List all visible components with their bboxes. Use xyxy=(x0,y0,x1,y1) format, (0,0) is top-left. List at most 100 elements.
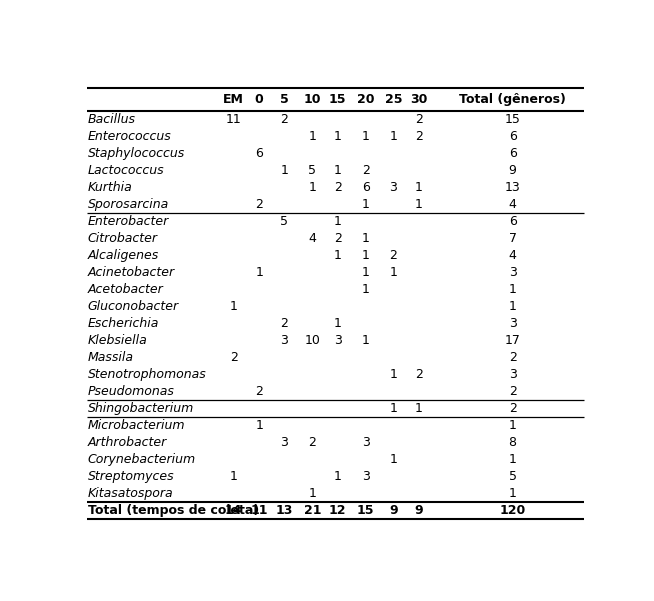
Text: 1: 1 xyxy=(334,215,341,228)
Text: 2: 2 xyxy=(281,317,288,329)
Text: 25: 25 xyxy=(385,93,402,106)
Text: Pseudomonas: Pseudomonas xyxy=(88,385,175,398)
Text: 3: 3 xyxy=(362,436,370,449)
Text: 1: 1 xyxy=(334,317,341,329)
Text: 3: 3 xyxy=(334,334,341,347)
Text: 1: 1 xyxy=(362,198,370,210)
Text: 14: 14 xyxy=(225,504,243,517)
Text: EM: EM xyxy=(224,93,244,106)
Text: 30: 30 xyxy=(410,93,428,106)
Text: 8: 8 xyxy=(509,436,517,449)
Text: 6: 6 xyxy=(509,215,517,228)
Text: 5: 5 xyxy=(309,163,317,177)
Text: Citrobacter: Citrobacter xyxy=(88,231,158,245)
Text: 5: 5 xyxy=(281,215,288,228)
Text: 1: 1 xyxy=(309,487,317,499)
Text: 1: 1 xyxy=(509,487,517,499)
Text: 10: 10 xyxy=(304,334,320,347)
Text: Enterococcus: Enterococcus xyxy=(88,130,171,142)
Text: 6: 6 xyxy=(509,130,517,142)
Text: 2: 2 xyxy=(509,350,517,364)
Text: 1: 1 xyxy=(362,249,370,261)
Text: 12: 12 xyxy=(329,504,347,517)
Text: 2: 2 xyxy=(334,231,341,245)
Text: Acinetobacter: Acinetobacter xyxy=(88,266,175,279)
Text: 15: 15 xyxy=(357,504,374,517)
Text: 1: 1 xyxy=(334,163,341,177)
Text: 4: 4 xyxy=(309,231,317,245)
Text: 2: 2 xyxy=(334,180,341,194)
Text: 9: 9 xyxy=(389,504,398,517)
Text: 6: 6 xyxy=(362,180,370,194)
Text: 3: 3 xyxy=(281,334,288,347)
Text: 1: 1 xyxy=(334,130,341,142)
Text: 1: 1 xyxy=(390,401,398,415)
Text: Kitasatospora: Kitasatospora xyxy=(88,487,173,499)
Text: 2: 2 xyxy=(230,350,238,364)
Text: 1: 1 xyxy=(362,334,370,347)
Text: 1: 1 xyxy=(362,282,370,296)
Text: 7: 7 xyxy=(509,231,517,245)
Text: Bacillus: Bacillus xyxy=(88,112,136,126)
Text: 2: 2 xyxy=(362,163,370,177)
Text: Streptomyces: Streptomyces xyxy=(88,469,175,483)
Text: 2: 2 xyxy=(509,401,517,415)
Text: 3: 3 xyxy=(362,469,370,483)
Text: Klebsiella: Klebsiella xyxy=(88,334,148,347)
Text: 4: 4 xyxy=(509,249,517,261)
Text: 2: 2 xyxy=(415,368,422,380)
Text: 3: 3 xyxy=(281,436,288,449)
Text: 2: 2 xyxy=(509,385,517,398)
Text: 15: 15 xyxy=(505,112,521,126)
Text: 1: 1 xyxy=(509,300,517,313)
Text: 1: 1 xyxy=(334,469,341,483)
Text: 3: 3 xyxy=(509,317,517,329)
Text: 11: 11 xyxy=(226,112,242,126)
Text: 10: 10 xyxy=(303,93,321,106)
Text: 17: 17 xyxy=(505,334,521,347)
Text: 6: 6 xyxy=(509,147,517,159)
Text: Escherichia: Escherichia xyxy=(88,317,159,329)
Text: 2: 2 xyxy=(309,436,317,449)
Text: 1: 1 xyxy=(390,368,398,380)
Text: 2: 2 xyxy=(415,130,422,142)
Text: 3: 3 xyxy=(390,180,398,194)
Text: 120: 120 xyxy=(500,504,526,517)
Text: 3: 3 xyxy=(509,368,517,380)
Text: 1: 1 xyxy=(281,163,288,177)
Text: 2: 2 xyxy=(255,385,263,398)
Text: 1: 1 xyxy=(415,180,422,194)
Text: 0: 0 xyxy=(255,93,264,106)
Text: 1: 1 xyxy=(390,453,398,466)
Text: Enterobacter: Enterobacter xyxy=(88,215,169,228)
Text: Sporosarcina: Sporosarcina xyxy=(88,198,169,210)
Text: Lactococcus: Lactococcus xyxy=(88,163,164,177)
Text: 4: 4 xyxy=(509,198,517,210)
Text: 2: 2 xyxy=(281,112,288,126)
Text: 2: 2 xyxy=(390,249,398,261)
Text: 15: 15 xyxy=(329,93,347,106)
Text: 5: 5 xyxy=(280,93,289,106)
Text: 1: 1 xyxy=(362,231,370,245)
Text: 5: 5 xyxy=(509,469,517,483)
Text: 2: 2 xyxy=(415,112,422,126)
Text: 1: 1 xyxy=(509,419,517,432)
Text: 13: 13 xyxy=(276,504,293,517)
Text: 9: 9 xyxy=(509,163,517,177)
Text: 1: 1 xyxy=(362,266,370,279)
Text: 1: 1 xyxy=(509,282,517,296)
Text: Arthrobacter: Arthrobacter xyxy=(88,436,167,449)
Text: 3: 3 xyxy=(509,266,517,279)
Text: 1: 1 xyxy=(509,453,517,466)
Text: 1: 1 xyxy=(390,266,398,279)
Text: 1: 1 xyxy=(362,130,370,142)
Text: Gluconobacter: Gluconobacter xyxy=(88,300,179,313)
Text: Shingobacterium: Shingobacterium xyxy=(88,401,194,415)
Text: Acetobacter: Acetobacter xyxy=(88,282,164,296)
Text: Microbacterium: Microbacterium xyxy=(88,419,185,432)
Text: Corynebacterium: Corynebacterium xyxy=(88,453,196,466)
Text: 9: 9 xyxy=(415,504,423,517)
Text: Total (gêneros): Total (gêneros) xyxy=(459,93,566,106)
Text: 1: 1 xyxy=(255,419,263,432)
Text: 13: 13 xyxy=(505,180,521,194)
